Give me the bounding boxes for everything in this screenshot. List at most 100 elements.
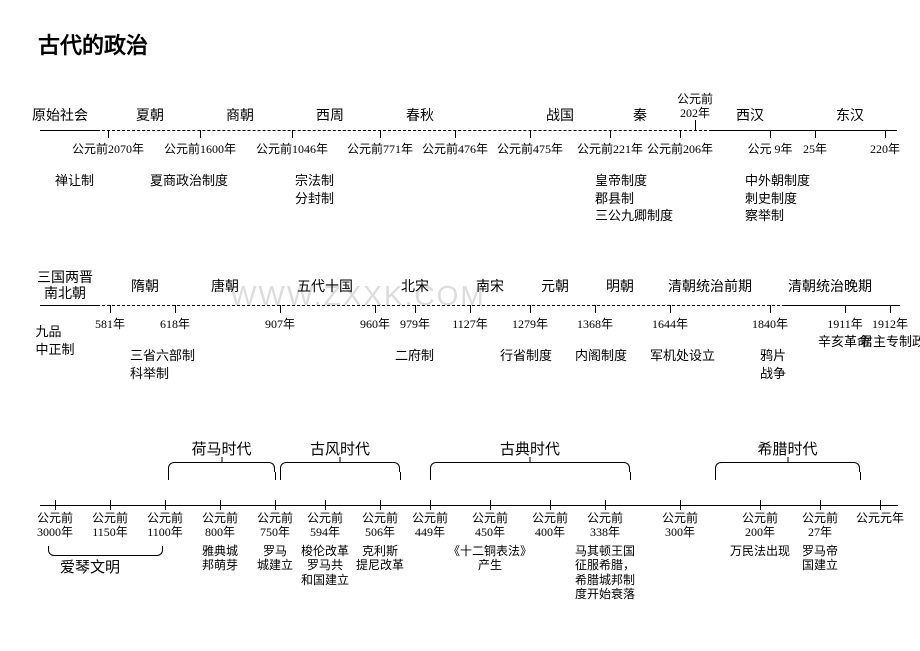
- note-aegean: 爱琴文明: [60, 558, 120, 578]
- tick: [610, 130, 611, 138]
- tick: [605, 500, 606, 510]
- brace-leg: [168, 472, 169, 480]
- tick-year: 公元前1150年: [92, 512, 128, 540]
- tick-label: 1279年: [512, 317, 548, 331]
- tick: [680, 130, 681, 138]
- brace-leg: [400, 472, 401, 480]
- tick-event: 马其顿王国征服希腊，希腊城邦制度开始衰落: [575, 544, 635, 602]
- tick-label: 25年: [803, 142, 827, 156]
- period-label: 三国两晋南北朝: [37, 271, 93, 303]
- brace-leg: [275, 472, 276, 480]
- period-label: 夏朝: [136, 105, 164, 125]
- tick: [110, 305, 111, 313]
- tick-label: 1840年: [752, 317, 788, 331]
- tick-year: 公元前400年: [532, 512, 568, 540]
- tick: [760, 500, 761, 510]
- period-label: 隋朝: [131, 280, 159, 296]
- tick-label: 1912年: [872, 317, 908, 331]
- tick: [415, 305, 416, 313]
- note-jiupin: 九品中正制: [35, 323, 74, 358]
- system-note: 夏商政治制度: [150, 172, 228, 190]
- era-label: 荷马时代: [191, 438, 251, 459]
- tick-label: 581年: [95, 317, 125, 331]
- axis-2-solid-r: [785, 305, 900, 306]
- system-note: 行省制度: [500, 347, 552, 365]
- timeline-china-later: 三国两晋南北朝隋朝唐朝五代十国北宋南宋元朝明朝清朝统治前期清朝统治晚期 581年…: [0, 265, 920, 435]
- tick: [530, 130, 531, 138]
- tick: [275, 500, 276, 510]
- system-note: 宗法制分封制: [295, 172, 334, 207]
- tick-label: 907年: [265, 317, 295, 331]
- tick-event: 罗马城建立: [257, 544, 293, 573]
- tick-label: 公元前771年: [347, 142, 413, 156]
- period-label: 秦: [633, 105, 647, 125]
- tick: [890, 305, 891, 313]
- tick: [292, 130, 293, 138]
- tick-label: 公元前2070年: [72, 142, 144, 156]
- tick: [175, 305, 176, 313]
- tick-year: 公元前27年: [802, 512, 838, 540]
- tick: [325, 500, 326, 510]
- period-label: 战国: [546, 105, 574, 125]
- period-label: 商朝: [226, 105, 254, 125]
- brace-leg: [430, 472, 431, 480]
- period-label: 北宋: [401, 280, 429, 296]
- tick: [165, 500, 166, 510]
- axis-1-dashed: [97, 130, 712, 131]
- tick-year: 公元前750年: [257, 512, 293, 540]
- system-note: 军机处设立: [650, 347, 715, 365]
- aegean-brace: [48, 546, 163, 556]
- tick: [550, 500, 551, 510]
- tick-label: 979年: [400, 317, 430, 331]
- tick: [470, 305, 471, 313]
- period-label: 春秋: [406, 105, 434, 125]
- tick-event: 梭伦改革罗马共和国建立: [301, 544, 349, 587]
- tick: [110, 500, 111, 510]
- axis-1-solid-r: [712, 130, 897, 131]
- period-label: 清朝统治前期: [668, 280, 752, 296]
- tick: [380, 130, 381, 138]
- system-note: 鸦片战争: [760, 347, 786, 382]
- tick-label: 1644年: [652, 317, 688, 331]
- period-label: 西汉: [736, 105, 764, 125]
- timeline-world: 荷马时代古风时代古典时代希腊时代 公元前3000年公元前1150年公元前1100…: [0, 440, 920, 650]
- tick: [880, 500, 881, 510]
- period-label: 五代十国: [297, 280, 353, 296]
- axis-2-solid: [40, 305, 97, 306]
- tick: [770, 305, 771, 313]
- era-brace: [168, 462, 275, 472]
- axis-2-dashed: [97, 305, 785, 306]
- tick: [200, 130, 201, 138]
- era-label: 古风时代: [310, 438, 370, 459]
- system-note: 君主专制政体结束: [860, 333, 920, 351]
- tick-year: 公元前449年: [412, 512, 448, 540]
- tick: [885, 130, 886, 138]
- axis-1-solid: [40, 130, 97, 131]
- tick: [455, 130, 456, 138]
- tick: [108, 130, 109, 138]
- tick-year: 公元前800年: [202, 512, 238, 540]
- period-label: 东汉: [836, 105, 864, 125]
- system-note: 禅让制: [55, 172, 94, 190]
- tick: [220, 500, 221, 510]
- period-label: 西周: [316, 105, 344, 125]
- tick: [380, 500, 381, 510]
- tick-event: 《十二铜表法》产生: [448, 544, 532, 573]
- tick: [530, 305, 531, 313]
- tick: [845, 305, 846, 313]
- tick-year: 公元前3000年: [37, 512, 73, 540]
- brace-leg: [630, 472, 631, 480]
- timeline-china-ancient: 原始社会夏朝商朝西周春秋战国秦西汉东汉公元前202年 公元前2070年公元前16…: [0, 90, 920, 260]
- tick: [695, 120, 696, 130]
- page-title: 古代的政治: [38, 28, 148, 60]
- extra-year: 公元前202年: [677, 92, 713, 121]
- system-note: 内阁制度: [575, 347, 627, 365]
- tick-year: 公元前200年: [742, 512, 778, 540]
- period-label: 元朝: [541, 280, 569, 296]
- tick-event: 克利斯提尼改革: [356, 544, 404, 573]
- period-label: 南宋: [476, 280, 504, 296]
- tick: [680, 500, 681, 510]
- tick-year: 公元前450年: [472, 512, 508, 540]
- period-label: 原始社会: [32, 105, 88, 125]
- tick-year: 公元前300年: [662, 512, 698, 540]
